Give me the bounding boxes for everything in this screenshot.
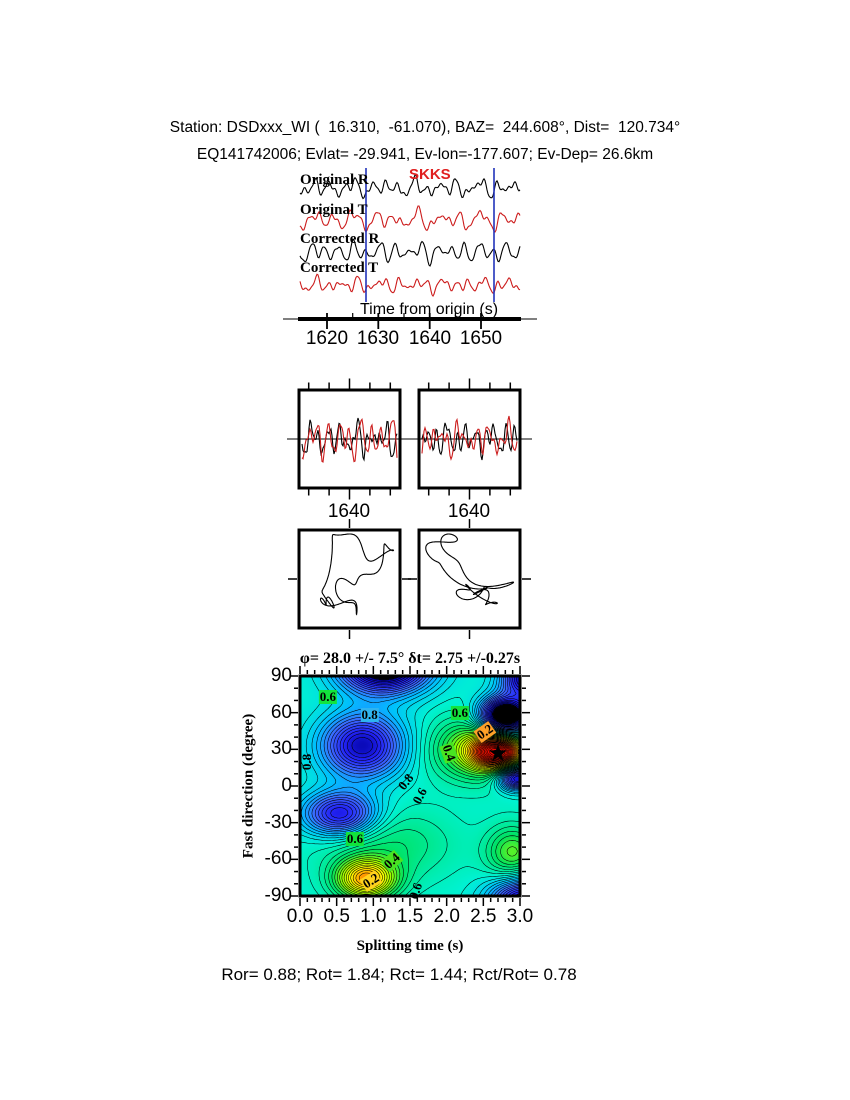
time-axis-title: Time from origin (s) xyxy=(359,301,499,318)
panel-left-tick: 1640 xyxy=(327,501,371,522)
trace-label-corrected-t: Corrected T xyxy=(300,260,379,276)
event-info-line: EQ141742006; Evlat= -29.941, Ev-lon=-177… xyxy=(196,146,654,163)
station-info-line: Station: DSDxxx_WI ( 16.310, -61.070), B… xyxy=(169,119,681,136)
panel-right-tick: 1640 xyxy=(447,501,491,522)
contour-level-label: 0.6 xyxy=(318,688,337,704)
ytick-n60: -60 xyxy=(264,848,292,869)
best-solution-star-icon: ★ xyxy=(487,739,509,767)
trace-label-corrected-r: Corrected R xyxy=(300,231,380,247)
ytick-30: 30 xyxy=(270,738,292,759)
contour-level-label: 0.6 xyxy=(450,704,469,720)
xtick-2.5: 2.5 xyxy=(470,906,497,927)
ytick-90: 90 xyxy=(270,665,292,686)
misfit-colormap xyxy=(300,676,520,896)
ytick-n90: -90 xyxy=(264,885,292,906)
time-tick-1650: 1650 xyxy=(459,328,503,349)
quality-factors-line: Ror= 0.88; Rot= 1.84; Rct= 1.44; Rct/Rot… xyxy=(221,965,577,984)
ytick-60: 60 xyxy=(270,702,292,723)
time-tick-1620: 1620 xyxy=(305,328,349,349)
contour-level-label: 0.8 xyxy=(299,753,315,770)
ytick-n30: -30 xyxy=(264,812,292,833)
ytick-0: 0 xyxy=(281,775,292,796)
xtick-3.0: 3.0 xyxy=(506,906,534,927)
time-tick-1630: 1630 xyxy=(356,328,400,349)
xtick-0.0: 0.0 xyxy=(286,906,314,927)
trace-label-original-t: Original T xyxy=(300,202,368,218)
xtick-1.0: 1.0 xyxy=(360,906,387,927)
trace-label-original-r: Original R xyxy=(300,172,369,188)
time-tick-1640: 1640 xyxy=(408,328,452,349)
contour-xlabel: Splitting time (s) xyxy=(356,938,464,954)
contour-level-label: 0.8 xyxy=(360,707,379,723)
xtick-2.0: 2.0 xyxy=(433,906,460,927)
phase-label: SKKS xyxy=(409,166,451,183)
xtick-0.5: 0.5 xyxy=(323,906,350,927)
contour-title: φ= 28.0 +/- 7.5° δt= 2.75 +/-0.27s xyxy=(299,650,521,667)
xtick-1.5: 1.5 xyxy=(396,906,424,927)
contour-level-label: 0.6 xyxy=(345,830,365,846)
